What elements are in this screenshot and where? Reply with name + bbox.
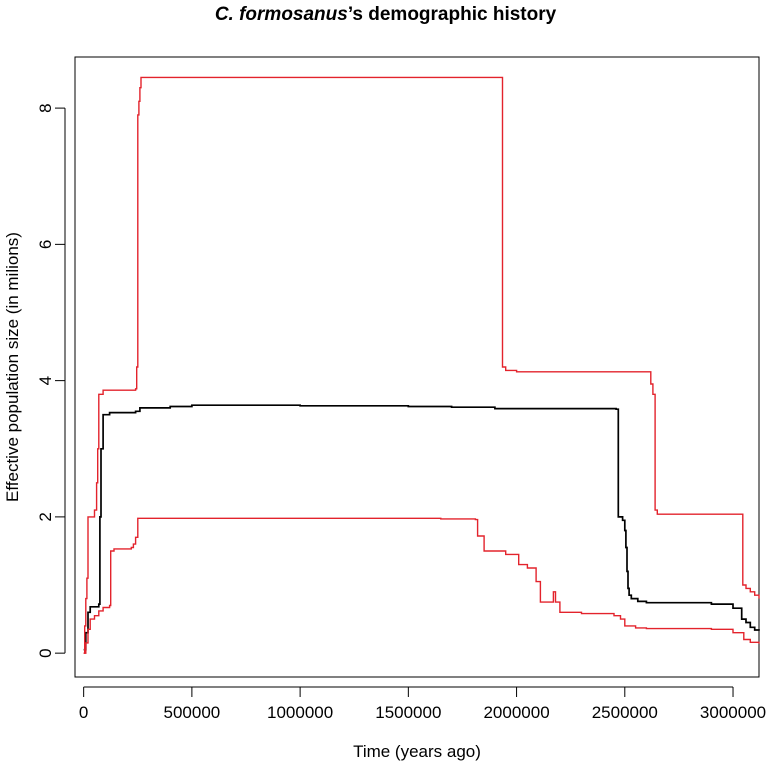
y-axis-label: Effective population size (in milions) <box>3 232 22 502</box>
y-tick-label: 0 <box>36 648 55 657</box>
series-line-bound <box>83 517 760 654</box>
series-line-estimate <box>83 404 760 651</box>
x-tick-label: 0 <box>79 703 88 722</box>
y-tick-label: 4 <box>36 376 55 385</box>
series-line-bound <box>83 76 760 654</box>
y-tick-label: 6 <box>36 240 55 249</box>
x-axis: 0 500000 1000000 1500000 2000000 2500000 30000… <box>79 686 766 722</box>
x-tick-label: 2500000 <box>592 703 658 722</box>
y-tick-label: 2 <box>36 512 55 521</box>
chart-title-species: C. formosanus <box>214 4 348 25</box>
chart-title: C. formosanus’s demographic history <box>0 4 771 26</box>
plot-frame <box>74 56 760 678</box>
x-tick-label: 1500000 <box>375 703 441 722</box>
x-tick-label: 500000 <box>164 703 221 722</box>
y-tick-label: 8 <box>36 103 55 112</box>
x-tick-label: 3000000 <box>700 703 766 722</box>
y-axis: 0 2 4 6 8 <box>36 103 66 658</box>
chart-title-rest: ’s demographic history <box>347 4 557 25</box>
x-axis-label: Time (years ago) <box>353 742 481 761</box>
x-tick-label: 1000000 <box>267 703 333 722</box>
series-layer <box>83 76 760 654</box>
x-tick-label: 2000000 <box>483 703 549 722</box>
